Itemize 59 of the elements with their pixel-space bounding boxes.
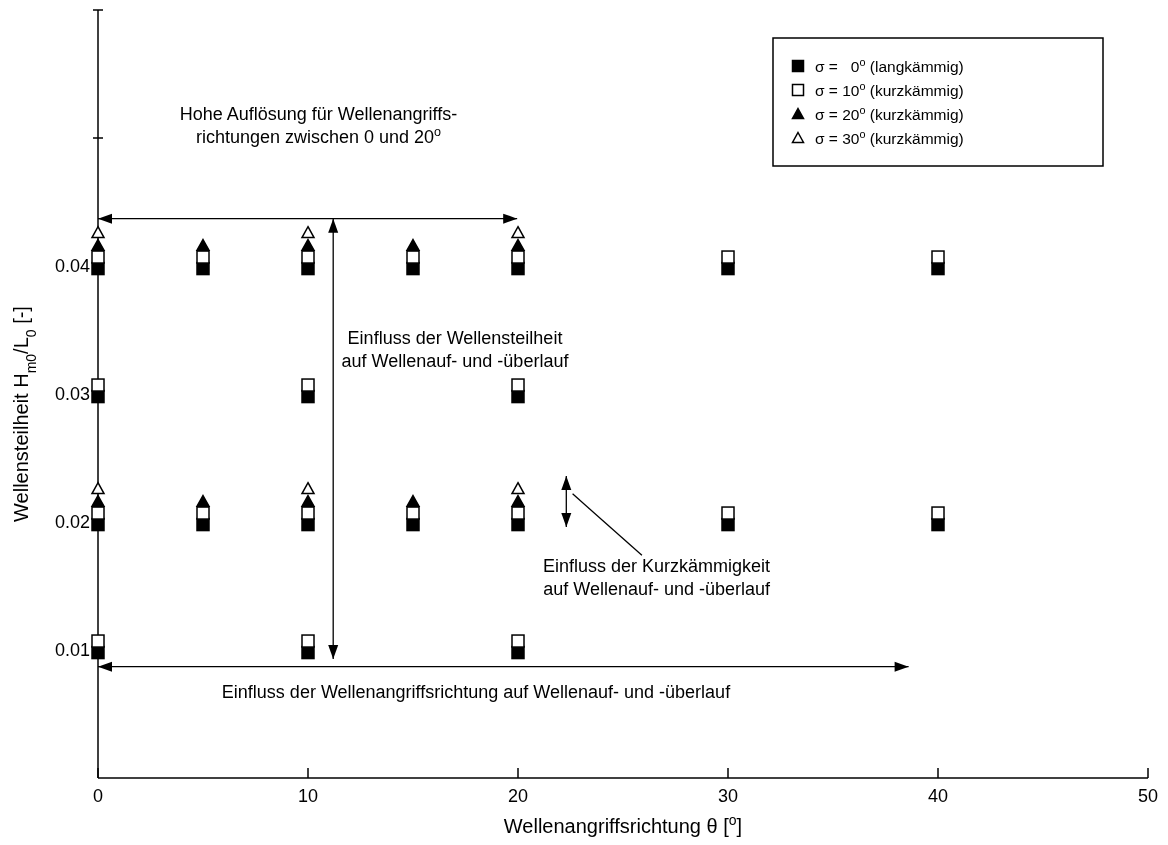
legend-label: σ = 30$^{o}$ (kurzkämmig) xyxy=(815,128,964,147)
point xyxy=(406,506,420,520)
point xyxy=(406,250,420,264)
point xyxy=(91,517,105,532)
point xyxy=(196,506,210,520)
point xyxy=(91,481,105,495)
point xyxy=(511,238,525,252)
point xyxy=(931,250,945,264)
point xyxy=(91,389,105,404)
x-tick-label: 10 xyxy=(297,786,319,806)
annotation: Einfluss der Wellensteilheit auf Wellenauf- und -überlauf xyxy=(341,328,570,372)
point xyxy=(406,494,420,508)
point xyxy=(91,250,105,264)
legend-label: σ = 20$^{o}$ (kurzkämmig) xyxy=(815,104,964,123)
point xyxy=(511,634,525,648)
point xyxy=(91,506,105,520)
point xyxy=(196,238,210,252)
point xyxy=(91,634,105,648)
legend-label: σ = 10$^{o}$ (kurzkämmig) xyxy=(815,80,964,99)
point xyxy=(406,238,420,252)
y-tick-label: 0.01 xyxy=(54,640,90,660)
point xyxy=(301,506,315,520)
point xyxy=(196,250,210,264)
y-tick-label: 0.03 xyxy=(54,384,90,404)
x-axis-title: Wellenangriffsrichtung θ [$^{o}$] xyxy=(503,812,743,837)
point xyxy=(301,250,315,264)
legend-label: σ = 0$^{o}$ (langkämmig) xyxy=(815,56,964,75)
x-tick-label: 40 xyxy=(927,786,949,806)
y-tick-label: 0.02 xyxy=(54,512,90,532)
point xyxy=(91,261,105,276)
x-tick-label: 50 xyxy=(1137,786,1159,806)
point xyxy=(91,494,105,508)
point xyxy=(721,250,735,264)
point xyxy=(301,481,315,495)
point xyxy=(511,378,525,392)
point xyxy=(301,378,315,392)
x-tick-label: 0 xyxy=(92,786,104,806)
point xyxy=(511,494,525,508)
point xyxy=(196,494,210,508)
annotation: Einfluss der Wellenangriffsrichtung auf Wellenauf- und -überlauf xyxy=(221,682,732,703)
point xyxy=(931,506,945,520)
point xyxy=(301,634,315,648)
point xyxy=(511,225,525,239)
point xyxy=(511,250,525,264)
point xyxy=(301,225,315,239)
annotation: Hohe Auflösung für Wellenangriffs- richtungen zwischen 0 und 20$^{o}$ xyxy=(179,104,458,148)
point xyxy=(721,506,735,520)
point xyxy=(91,645,105,660)
point xyxy=(511,481,525,495)
point xyxy=(91,225,105,239)
point xyxy=(91,238,105,252)
point xyxy=(301,238,315,252)
y-tick-label: 0.04 xyxy=(54,256,90,276)
x-tick-label: 30 xyxy=(717,786,739,806)
point xyxy=(511,506,525,520)
x-tick-label: 20 xyxy=(507,786,529,806)
annotation: Einfluss der Kurzkämmigkeit auf Wellenauf- und -überlauf xyxy=(543,556,771,600)
point xyxy=(91,378,105,392)
point xyxy=(301,494,315,508)
